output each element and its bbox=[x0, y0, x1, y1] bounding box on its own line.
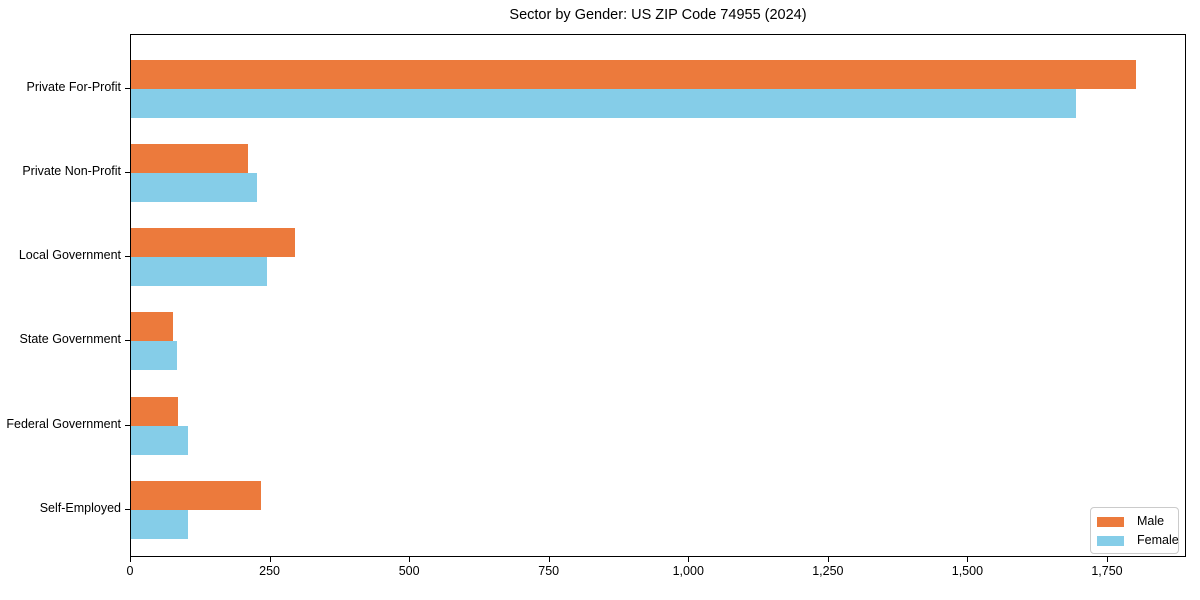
x-axis-tick-label: 1,000 bbox=[672, 564, 704, 578]
x-axis-tick bbox=[269, 557, 271, 562]
legend-label-female: Female bbox=[1137, 533, 1179, 547]
x-axis-tick-label: 1,500 bbox=[951, 564, 984, 578]
chart-title: Sector by Gender: US ZIP Code 74955 (202… bbox=[509, 7, 807, 23]
y-axis-tick bbox=[125, 256, 130, 258]
legend-entry-male: Male bbox=[1097, 515, 1172, 528]
bar-female-4 bbox=[131, 425, 188, 455]
y-axis-category-label: Federal Government bbox=[6, 416, 121, 431]
x-axis-tick-label: 0 bbox=[126, 564, 134, 578]
female-color-swatch bbox=[1097, 535, 1124, 546]
bar-female-1 bbox=[131, 172, 257, 202]
x-axis-tick bbox=[688, 557, 690, 562]
bar-male-1 bbox=[131, 143, 249, 173]
legend-label-male: Male bbox=[1137, 514, 1165, 528]
male-color-swatch bbox=[1097, 516, 1124, 527]
bar-male-5 bbox=[131, 481, 261, 510]
legend: Male Female bbox=[1090, 507, 1179, 554]
x-axis-tick-label: 1,250 bbox=[812, 564, 844, 578]
x-axis-tick-label: 500 bbox=[398, 564, 420, 578]
x-axis-tick-label: 250 bbox=[259, 564, 280, 578]
bar-male-3 bbox=[131, 312, 173, 342]
y-axis-category-label: Local Government bbox=[18, 248, 121, 263]
bar-female-5 bbox=[131, 510, 188, 539]
x-axis-tick-label: 750 bbox=[538, 564, 560, 578]
y-axis-category-label: Private Non-Profit bbox=[22, 163, 121, 178]
bar-female-2 bbox=[131, 257, 268, 287]
legend-entry-female: Female bbox=[1097, 534, 1179, 547]
y-axis-tick bbox=[125, 87, 130, 89]
bar-male-2 bbox=[131, 228, 295, 258]
y-axis-category-label: Private For-Profit bbox=[26, 79, 121, 94]
y-axis-tick bbox=[125, 171, 130, 173]
bar-male-0 bbox=[131, 59, 1136, 89]
x-axis-tick bbox=[967, 557, 969, 562]
bar-female-3 bbox=[131, 341, 177, 371]
y-axis-category-label: State Government bbox=[19, 332, 121, 347]
x-axis-tick bbox=[130, 557, 131, 562]
x-axis-tick bbox=[409, 557, 411, 562]
plot-area bbox=[130, 34, 1186, 557]
x-axis-tick-label: 1,750 bbox=[1091, 564, 1123, 578]
bar-female-0 bbox=[131, 88, 1077, 118]
x-axis-tick bbox=[548, 557, 550, 562]
bar-male-4 bbox=[131, 396, 178, 426]
y-axis-tick bbox=[125, 509, 130, 510]
y-axis-tick bbox=[125, 424, 130, 426]
x-axis-tick bbox=[827, 557, 829, 562]
y-axis-tick bbox=[125, 340, 130, 342]
y-axis-category-label: Self-Employed bbox=[39, 501, 121, 515]
x-axis-tick bbox=[1106, 557, 1108, 562]
